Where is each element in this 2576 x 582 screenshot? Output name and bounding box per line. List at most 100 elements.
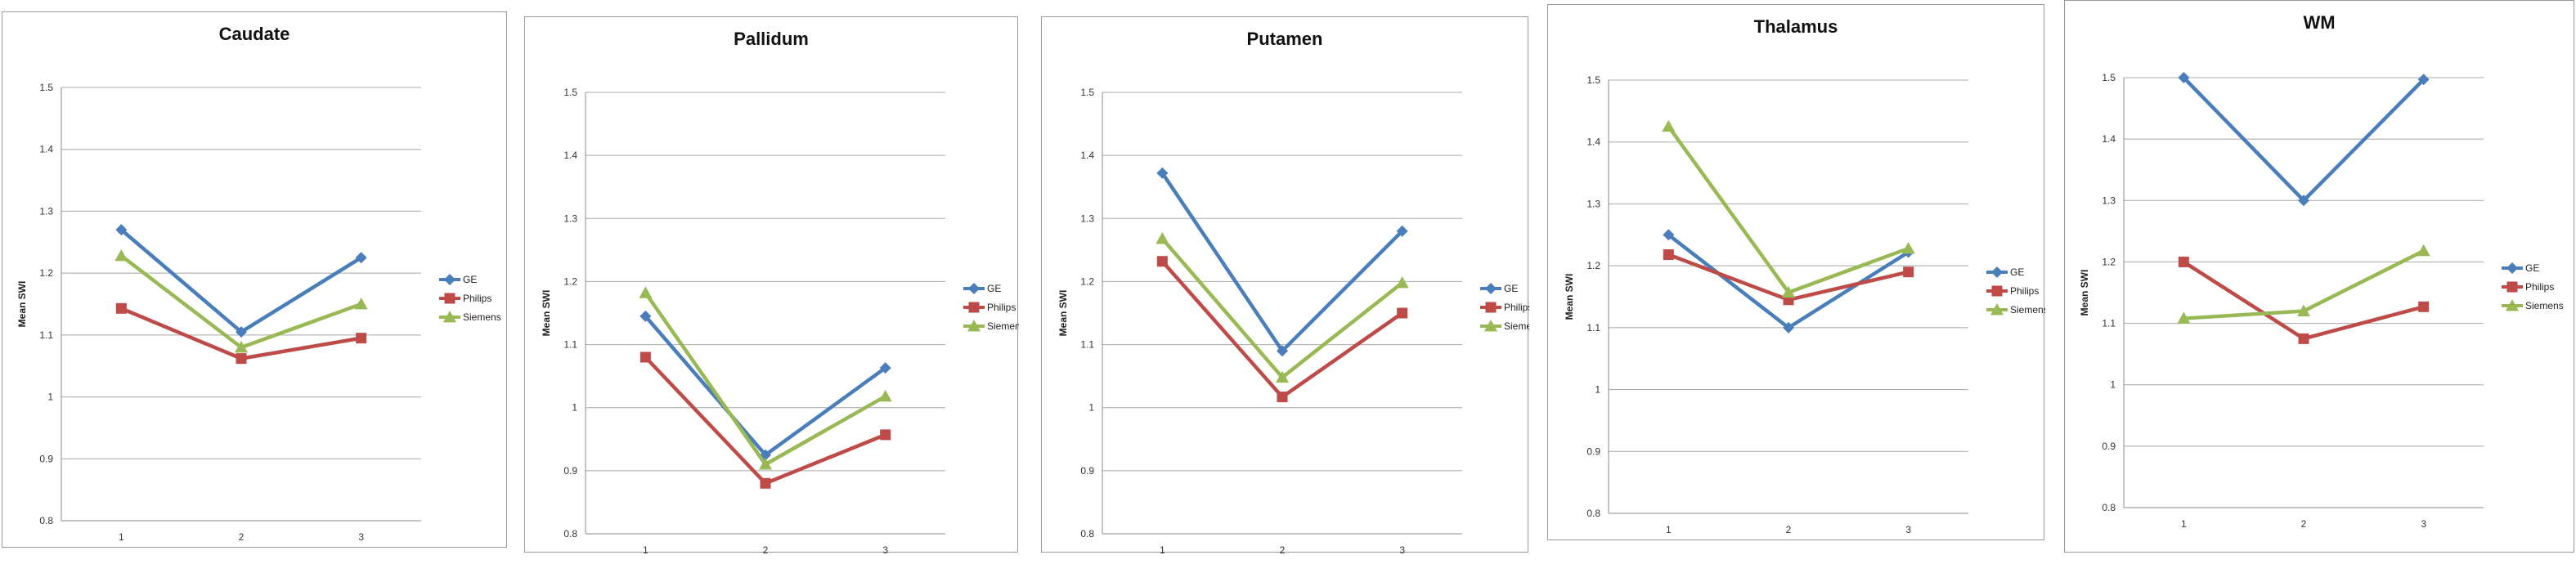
- data-point-ge: [2417, 74, 2430, 86]
- y-tick-label: 0.8: [1080, 528, 1094, 539]
- x-tick-label: 1: [1666, 524, 1672, 535]
- data-point-philips: [2178, 256, 2189, 267]
- data-point-philips: [2418, 301, 2430, 312]
- y-tick-label: 1: [572, 402, 577, 414]
- y-tick-label: 1.4: [1586, 137, 1600, 148]
- y-tick-label: 1.1: [39, 329, 53, 341]
- x-tick-label: 2: [1280, 544, 1286, 553]
- x-tick-label: 3: [1399, 544, 1405, 553]
- legend-label: Philips: [463, 293, 491, 304]
- y-tick-label: 0.9: [2102, 441, 2116, 452]
- data-point-philips: [356, 333, 367, 344]
- x-tick-label: 2: [2301, 518, 2307, 530]
- chart-title: Putamen: [1246, 29, 1323, 49]
- chart-svg: 0.8 0.9 1 1.1 1.2 1.3 1.4 1.5 1 2 3 Mean SWI GE Phili…: [541, 87, 1019, 553]
- y-tick-label: 1: [2110, 379, 2116, 391]
- y-tick-label: 0.8: [2102, 502, 2116, 513]
- data-point-philips: [1277, 392, 1288, 403]
- legend-marker-siemens: [2506, 299, 2519, 311]
- y-tick-label: 1.1: [2102, 318, 2116, 329]
- data-point-philips: [236, 353, 247, 365]
- x-tick-label: 2: [763, 544, 769, 553]
- legend-marker-ge: [1485, 283, 1497, 294]
- y-tick-label: 1.3: [563, 213, 577, 224]
- chart-panel-caudate: Caudate 0.8 0.9 1 1.1 1.2 1.3 1.4 1.5 1 2 3 Mean SWI…: [2, 11, 507, 548]
- y-tick-label: 1.2: [1080, 275, 1094, 287]
- data-point-ge: [1663, 229, 1675, 241]
- legend-marker-siemens: [967, 320, 981, 332]
- legend-label: Siemens: [2525, 300, 2564, 311]
- y-axis-label: Mean SWI: [2079, 270, 2090, 316]
- y-tick-label: 1.4: [39, 144, 53, 155]
- chart-panel-pallidum: Pallidum 0.8 0.9 1 1.1 1.2 1.3 1.4 1.5 1 2 3 Mean SW…: [524, 16, 1019, 553]
- legend-label: Philips: [2010, 285, 2039, 297]
- x-tick-label: 1: [643, 544, 648, 553]
- y-tick-label: 1.3: [1586, 198, 1600, 209]
- legend-label: GE: [463, 274, 477, 285]
- chart-svg: 0.8 0.9 1 1.1 1.2 1.3 1.4 1.5 1 2 3 Mean SWI GE Phili…: [2079, 72, 2564, 530]
- x-tick-label: 1: [1160, 544, 1165, 553]
- x-tick-label: 1: [2181, 518, 2187, 530]
- series-line-ge: [1160, 172, 1404, 353]
- y-axis-label: Mean SWI: [1564, 274, 1575, 320]
- data-point-ge: [1396, 225, 1408, 237]
- chart-title: Thalamus: [1753, 16, 1838, 37]
- legend-marker-philips: [1991, 285, 2003, 297]
- legend-marker-philips: [1485, 302, 1497, 313]
- y-tick-label: 0.8: [1586, 508, 1600, 519]
- x-tick-label: 3: [1905, 524, 1911, 535]
- legend-marker-siemens: [1484, 320, 1497, 332]
- series-line-philips: [2183, 260, 2425, 341]
- data-point-siemens: [1901, 241, 1915, 254]
- y-axis-label: Mean SWI: [16, 281, 28, 328]
- data-point-siemens: [235, 341, 248, 353]
- chart-panel-wm: WM 0.8 0.9 1 1.1 1.2 1.3 1.4 1.5 1 2 3 Mean SWI GE Phi…: [2064, 0, 2574, 553]
- legend-marker-philips: [444, 293, 456, 304]
- legend-marker-siemens: [1990, 303, 2004, 316]
- data-point-ge: [1277, 345, 1288, 357]
- legend-marker-siemens: [443, 311, 456, 323]
- series-line-siemens: [644, 292, 886, 467]
- y-tick-label: 0.9: [1586, 445, 1600, 457]
- legend-marker-philips: [2506, 281, 2518, 293]
- legend-label: GE: [2010, 266, 2024, 278]
- data-point-ge: [236, 326, 247, 338]
- chart-title: Caudate: [218, 24, 290, 44]
- data-point-philips: [115, 302, 127, 314]
- data-point-siemens: [2417, 244, 2430, 257]
- y-tick-label: 1.2: [2102, 256, 2116, 267]
- data-point-siemens: [114, 248, 128, 262]
- y-tick-label: 1.5: [1080, 87, 1094, 98]
- data-point-siemens: [1782, 285, 1795, 298]
- data-point-philips: [880, 429, 891, 441]
- data-point-siemens: [1156, 231, 1169, 244]
- legend-label: Siemens: [1504, 320, 1529, 332]
- x-tick-label: 2: [239, 531, 245, 543]
- data-point-siemens: [878, 389, 892, 402]
- data-point-ge: [2298, 195, 2309, 207]
- y-tick-label: 1.3: [2102, 195, 2116, 206]
- chart-panel-thalamus: Thalamus 0.8 0.9 1 1.1 1.2 1.3 1.4 1.5 1 2 3 Mean SW…: [1547, 4, 2045, 540]
- data-point-philips: [1156, 256, 1168, 267]
- data-point-siemens: [759, 458, 772, 470]
- y-tick-label: 1.1: [1586, 322, 1600, 334]
- y-tick-label: 0.9: [1080, 465, 1094, 477]
- data-point-siemens: [1395, 275, 1409, 289]
- y-tick-label: 1.4: [563, 150, 577, 161]
- legend-marker-ge: [968, 283, 980, 294]
- legend-marker-ge: [444, 274, 456, 285]
- y-tick-label: 1.5: [39, 82, 53, 93]
- y-tick-label: 1: [1088, 402, 1094, 414]
- y-axis-label: Mean SWI: [1057, 290, 1069, 337]
- y-tick-label: 1.2: [563, 275, 577, 287]
- data-point-philips: [1397, 307, 1408, 319]
- x-tick-label: 3: [2421, 518, 2426, 530]
- y-tick-label: 1: [1595, 384, 1600, 396]
- y-axis-label: Mean SWI: [541, 290, 552, 337]
- data-point-ge: [115, 224, 128, 236]
- y-tick-label: 0.9: [563, 465, 577, 477]
- legend-marker-philips: [968, 302, 980, 313]
- legend-label: Siemens: [987, 320, 1019, 332]
- x-tick-label: 3: [358, 531, 364, 543]
- y-tick-label: 1.3: [39, 205, 53, 217]
